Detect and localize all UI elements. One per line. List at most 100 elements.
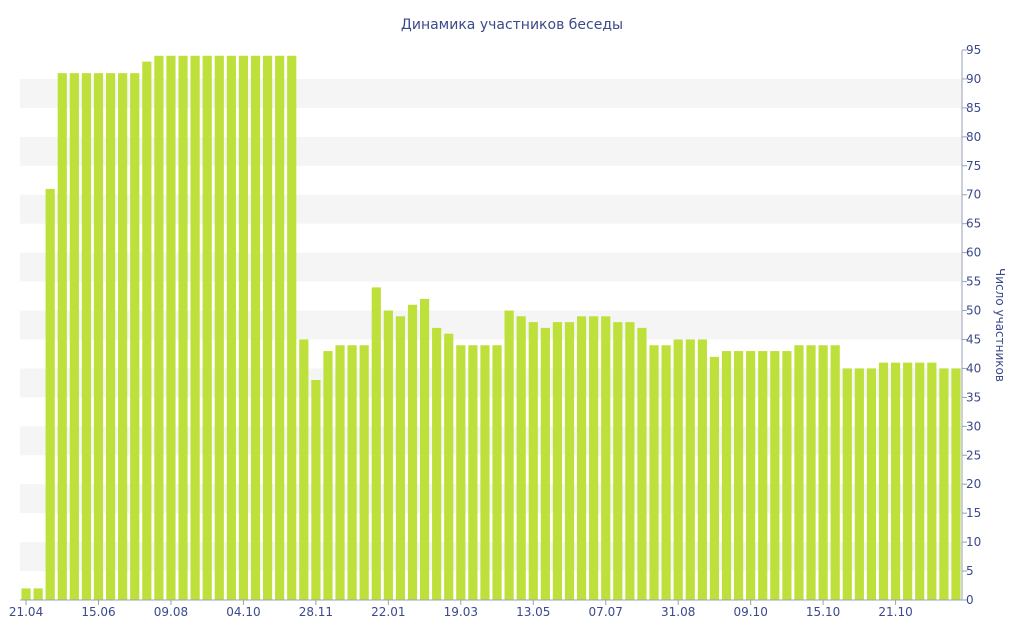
bar	[105, 73, 116, 600]
bar	[359, 345, 369, 600]
y-tick-label: 80	[966, 130, 981, 144]
bar	[81, 73, 92, 600]
bar	[166, 55, 176, 601]
bar	[709, 356, 720, 600]
y-tick-label: 0	[966, 593, 974, 607]
grid-band	[20, 368, 962, 398]
bar	[21, 588, 31, 600]
bar	[190, 55, 200, 601]
bar	[407, 304, 418, 600]
y-tick-label: 20	[966, 477, 981, 491]
bar	[601, 316, 611, 600]
bar	[649, 345, 659, 600]
bar	[468, 345, 478, 600]
bar	[154, 55, 164, 601]
y-axis-label: Число участников	[993, 268, 1007, 382]
bar	[299, 339, 309, 600]
bar	[69, 73, 79, 600]
x-tick-label: 15.06	[81, 605, 115, 619]
y-tick-label: 35	[966, 390, 981, 404]
bar	[673, 339, 683, 600]
y-tick-label: 85	[966, 101, 981, 115]
bar	[444, 333, 454, 600]
bar	[685, 339, 695, 600]
bar	[456, 345, 466, 600]
bar	[890, 362, 901, 600]
bar	[637, 327, 647, 600]
bar	[794, 345, 804, 600]
bar	[275, 55, 285, 601]
bar	[492, 345, 502, 600]
bar	[613, 322, 623, 600]
y-tick-label: 55	[966, 275, 981, 289]
x-tick-label: 15.10	[806, 605, 840, 619]
x-tick-label: 09.10	[733, 605, 767, 619]
bar	[903, 362, 913, 600]
bar	[262, 55, 273, 601]
y-tick-label: 30	[966, 419, 981, 433]
x-tick-label: 22.01	[371, 605, 405, 619]
bar	[589, 316, 599, 600]
bar	[782, 351, 792, 600]
bar	[516, 316, 526, 600]
x-tick-label: 09.08	[154, 605, 188, 619]
y-tick-label: 45	[966, 332, 981, 346]
bar	[395, 316, 406, 600]
y-tick-label: 25	[966, 448, 981, 462]
bar	[33, 588, 43, 600]
bar	[383, 310, 393, 600]
bar	[93, 73, 104, 600]
bar	[552, 322, 563, 600]
bar	[432, 327, 442, 600]
bar	[830, 345, 840, 600]
bar	[528, 322, 538, 600]
bar	[927, 362, 937, 600]
y-tick-label: 60	[966, 246, 981, 260]
y-tick-label: 50	[966, 304, 981, 318]
bar	[576, 316, 587, 600]
y-tick-label: 70	[966, 188, 981, 202]
bar	[504, 310, 514, 600]
grid-band	[20, 252, 962, 282]
bar	[939, 368, 949, 600]
bar	[214, 55, 224, 601]
bar	[178, 55, 188, 601]
y-tick-label: 65	[966, 217, 981, 231]
bar	[226, 55, 236, 601]
chart-title: Динамика участников беседы	[401, 17, 623, 33]
bar	[311, 380, 321, 600]
x-tick-label: 07.07	[589, 605, 623, 619]
y-tick-label: 5	[966, 564, 974, 578]
grid-band	[20, 136, 962, 166]
grid-band	[20, 484, 962, 514]
grid-band	[20, 194, 962, 224]
bar	[287, 55, 297, 601]
bar	[854, 368, 864, 600]
bar	[866, 368, 877, 600]
bar	[480, 345, 490, 600]
bars	[21, 55, 961, 601]
bar	[878, 362, 889, 600]
bar	[130, 73, 140, 600]
bar	[118, 73, 128, 600]
bar	[818, 345, 828, 600]
bar	[540, 327, 550, 600]
bar	[335, 345, 345, 600]
bar	[564, 322, 575, 600]
bar	[806, 345, 816, 600]
grid-band	[20, 426, 962, 456]
bar	[733, 351, 744, 600]
bar	[697, 339, 707, 600]
bar	[625, 322, 635, 600]
x-axis-ticks: 21.04 15.06 09.08 04.10 28.11 22.01 19.03 13.05…	[9, 600, 913, 619]
x-tick-label: 04.10	[226, 605, 260, 619]
y-tick-label: 40	[966, 361, 981, 375]
grid-band	[20, 310, 962, 340]
bar	[758, 351, 768, 600]
x-tick-label: 19.03	[444, 605, 478, 619]
bar	[45, 188, 55, 600]
grid-bands	[20, 78, 962, 572]
y-tick-label: 75	[966, 159, 981, 173]
grid-band	[20, 542, 962, 572]
